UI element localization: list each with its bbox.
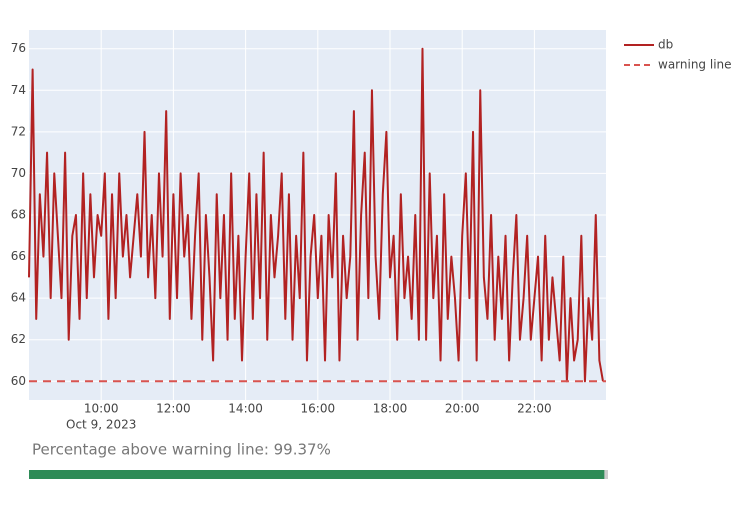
y-tick-label: 64 bbox=[11, 291, 26, 305]
y-tick-label: 70 bbox=[11, 166, 26, 180]
x-tick-label: 16:00 bbox=[301, 402, 336, 416]
x-tick-label: 12:00 bbox=[156, 402, 191, 416]
y-tick-label: 68 bbox=[11, 208, 26, 222]
progress-bar bbox=[29, 470, 605, 479]
data-line bbox=[28, 47, 604, 383]
x-tick-label: 20:00 bbox=[445, 402, 480, 416]
y-tick-label: 72 bbox=[11, 124, 26, 138]
legend-label: warning line bbox=[658, 58, 732, 72]
y-tick-label: 76 bbox=[11, 41, 26, 55]
y-tick-label: 74 bbox=[11, 83, 26, 97]
y-tick-label: 60 bbox=[11, 374, 26, 388]
percentage-text: Percentage above warning line: 99.37% bbox=[32, 441, 331, 459]
x-date-label: Oct 9, 2023 bbox=[66, 418, 136, 432]
x-tick-label: 22:00 bbox=[517, 402, 552, 416]
x-tick-label: 14:00 bbox=[228, 402, 263, 416]
x-tick-label: 18:00 bbox=[373, 402, 408, 416]
x-tick-label: 10:00 bbox=[84, 402, 119, 416]
legend-label: db bbox=[658, 38, 673, 52]
y-tick-label: 66 bbox=[11, 249, 26, 263]
y-tick-label: 62 bbox=[11, 332, 26, 346]
